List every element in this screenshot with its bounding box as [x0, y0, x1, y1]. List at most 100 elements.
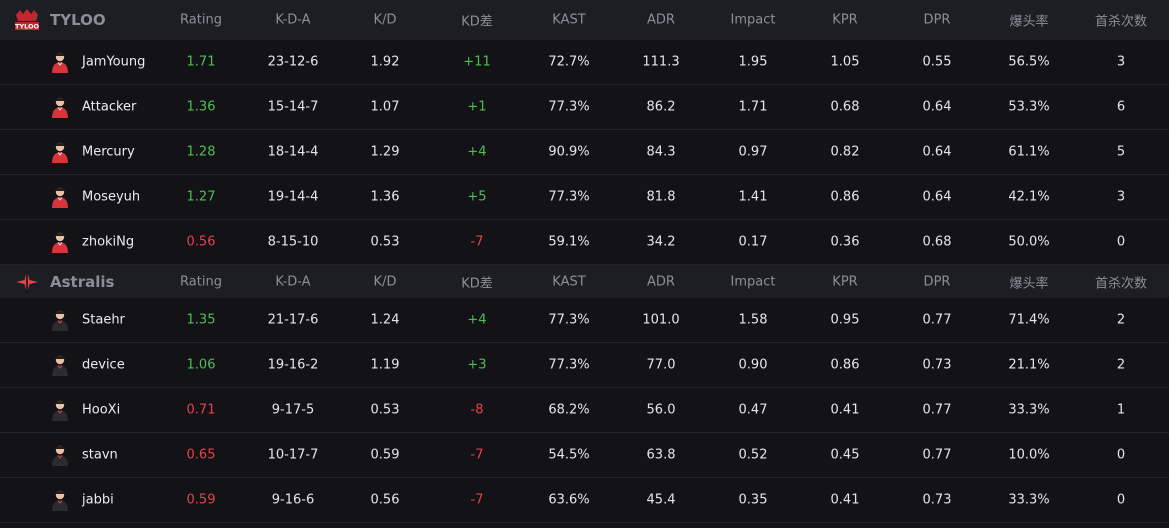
stat-impact: 0.97 — [738, 144, 768, 160]
stat-rating: 1.06 — [186, 357, 216, 373]
header-kd[interactable]: K/D — [373, 274, 397, 289]
stat-kpr: 0.95 — [830, 312, 860, 328]
player-name[interactable]: Moseyuh — [82, 189, 141, 205]
header-kd-diff[interactable]: KD差 — [461, 276, 493, 291]
header-first-kills[interactable]: 首杀次数 — [1094, 14, 1148, 30]
header-adr[interactable]: ADR — [647, 274, 675, 289]
stat-headshot-rate: 56.5% — [1008, 54, 1050, 70]
stat-kd-diff: +5 — [467, 189, 487, 205]
stat-first-kills: 0 — [1116, 234, 1126, 250]
stat-kd: 1.07 — [370, 99, 400, 115]
stat-kast: 72.7% — [548, 54, 590, 70]
stat-headshot-rate: 10.0% — [1008, 447, 1050, 463]
player-avatar-icon — [52, 187, 68, 208]
player-name[interactable]: device — [82, 357, 125, 373]
stat-kast: 68.2% — [548, 402, 590, 418]
player-name[interactable]: JamYoung — [82, 54, 146, 70]
stat-dpr: 0.73 — [922, 357, 952, 373]
player-row[interactable]: HooXi 0.71 9-17-5 0.53 -8 68.2% 56.0 0.47 0.41 0.… — [0, 388, 1169, 433]
header-kda[interactable]: K-D-A — [275, 274, 311, 289]
stat-kd-diff: -8 — [470, 402, 484, 418]
stat-kpr: 0.86 — [830, 357, 860, 373]
stat-impact: 1.58 — [738, 312, 768, 328]
stat-rating: 0.71 — [186, 402, 216, 418]
stat-headshot-rate: 71.4% — [1008, 312, 1050, 328]
stat-adr: 101.0 — [642, 312, 680, 328]
player-row[interactable]: JamYoung 1.71 23-12-6 1.92 +11 72.7% 111.3 1.95… — [0, 40, 1169, 85]
stat-dpr: 0.73 — [922, 492, 952, 508]
player-name[interactable]: Attacker — [82, 99, 137, 115]
stat-impact: 0.47 — [738, 402, 768, 418]
stat-kpr: 0.41 — [830, 402, 860, 418]
stat-kd: 1.29 — [370, 144, 400, 160]
player-row[interactable]: Attacker 1.36 15-14-7 1.07 +1 77.3% 86.2 1.71 0.… — [0, 85, 1169, 130]
stat-kpr: 0.36 — [830, 234, 860, 250]
stat-kd-diff: +11 — [463, 54, 491, 70]
player-row[interactable]: Mercury 1.28 18-14-4 1.29 +4 90.9% 84.3 0.97 0.8… — [0, 130, 1169, 175]
stat-kpr: 0.68 — [830, 99, 860, 115]
stat-dpr: 0.77 — [922, 447, 952, 463]
stat-impact: 1.41 — [738, 189, 768, 205]
stat-adr: 86.2 — [646, 99, 676, 115]
header-kpr[interactable]: KPR — [832, 12, 858, 28]
header-kd[interactable]: K/D — [373, 12, 397, 28]
header-dpr[interactable]: DPR — [923, 12, 951, 28]
stat-kda: 23-12-6 — [267, 54, 319, 70]
stat-kd-diff: -7 — [470, 492, 484, 508]
team-name: Astralis — [50, 272, 115, 291]
player-name[interactable]: Staehr — [82, 312, 125, 328]
team-header-tyloo: TYLOO TYLOO Rating K-D-A K/D KD差 KAST ADR Impa… — [0, 0, 1169, 40]
header-rating[interactable]: Rating — [180, 12, 222, 28]
header-headshot-rate[interactable]: 爆头率 — [1009, 276, 1049, 291]
stat-kd-diff: +3 — [467, 357, 487, 373]
player-row[interactable]: zhokiNg 0.56 8-15-10 0.53 -7 59.1% 34.2 0.17 0.3… — [0, 220, 1169, 265]
astralis-logo-icon — [16, 271, 38, 293]
header-impact[interactable]: Impact — [730, 274, 776, 289]
player-row[interactable]: Staehr 1.35 21-17-6 1.24 +4 77.3% 101.0 1.58 0.9… — [0, 298, 1169, 343]
header-first-kills[interactable]: 首杀次数 — [1094, 276, 1148, 291]
stat-adr: 63.8 — [646, 447, 676, 463]
header-kda[interactable]: K-D-A — [275, 12, 311, 28]
player-name[interactable]: zhokiNg — [82, 234, 135, 250]
stat-kda: 19-14-4 — [267, 189, 319, 205]
stat-adr: 56.0 — [646, 402, 676, 418]
stat-kd: 1.19 — [370, 357, 400, 373]
stat-kast: 59.1% — [548, 234, 590, 250]
stat-headshot-rate: 33.3% — [1008, 402, 1050, 418]
stat-kda: 9-17-5 — [271, 402, 315, 418]
stat-first-kills: 5 — [1116, 144, 1126, 160]
stat-impact: 1.71 — [738, 99, 768, 115]
stat-rating: 1.28 — [186, 144, 216, 160]
player-name[interactable]: Mercury — [82, 144, 135, 160]
stat-rating: 0.56 — [186, 234, 216, 250]
header-kpr[interactable]: KPR — [832, 274, 858, 289]
stat-kast: 77.3% — [548, 99, 590, 115]
player-row[interactable]: Moseyuh 1.27 19-14-4 1.36 +5 77.3% 81.8 1.41 0.8… — [0, 175, 1169, 220]
header-rating[interactable]: Rating — [180, 274, 222, 289]
stat-kda: 9-16-6 — [271, 492, 315, 508]
stat-dpr: 0.77 — [922, 312, 952, 328]
player-avatar-icon — [52, 97, 68, 118]
header-kast[interactable]: KAST — [552, 12, 586, 28]
stat-impact: 0.52 — [738, 447, 768, 463]
stat-rating: 1.35 — [186, 312, 216, 328]
player-name[interactable]: HooXi — [82, 402, 121, 418]
player-name[interactable]: jabbi — [82, 492, 114, 508]
player-row[interactable]: device 1.06 19-16-2 1.19 +3 77.3% 77.0 0.90 0.86… — [0, 343, 1169, 388]
header-kd-diff[interactable]: KD差 — [461, 14, 493, 30]
header-impact[interactable]: Impact — [730, 12, 776, 28]
stat-dpr: 0.55 — [922, 54, 952, 70]
stat-kda: 10-17-7 — [267, 447, 319, 463]
stat-kd: 1.92 — [370, 54, 400, 70]
player-row[interactable]: stavn 0.65 10-17-7 0.59 -7 54.5% 63.8 0.52 0.45 0… — [0, 433, 1169, 478]
header-adr[interactable]: ADR — [647, 12, 675, 28]
player-row[interactable]: jabbi 0.59 9-16-6 0.56 -7 63.6% 45.4 0.35 0.41 0.… — [0, 478, 1169, 523]
header-headshot-rate[interactable]: 爆头率 — [1009, 14, 1049, 30]
stat-adr: 34.2 — [646, 234, 676, 250]
header-kast[interactable]: KAST — [552, 274, 586, 289]
player-name[interactable]: stavn — [82, 447, 118, 463]
header-dpr[interactable]: DPR — [923, 274, 951, 289]
player-avatar-icon — [52, 400, 68, 421]
stat-kd-diff: -7 — [470, 447, 484, 463]
